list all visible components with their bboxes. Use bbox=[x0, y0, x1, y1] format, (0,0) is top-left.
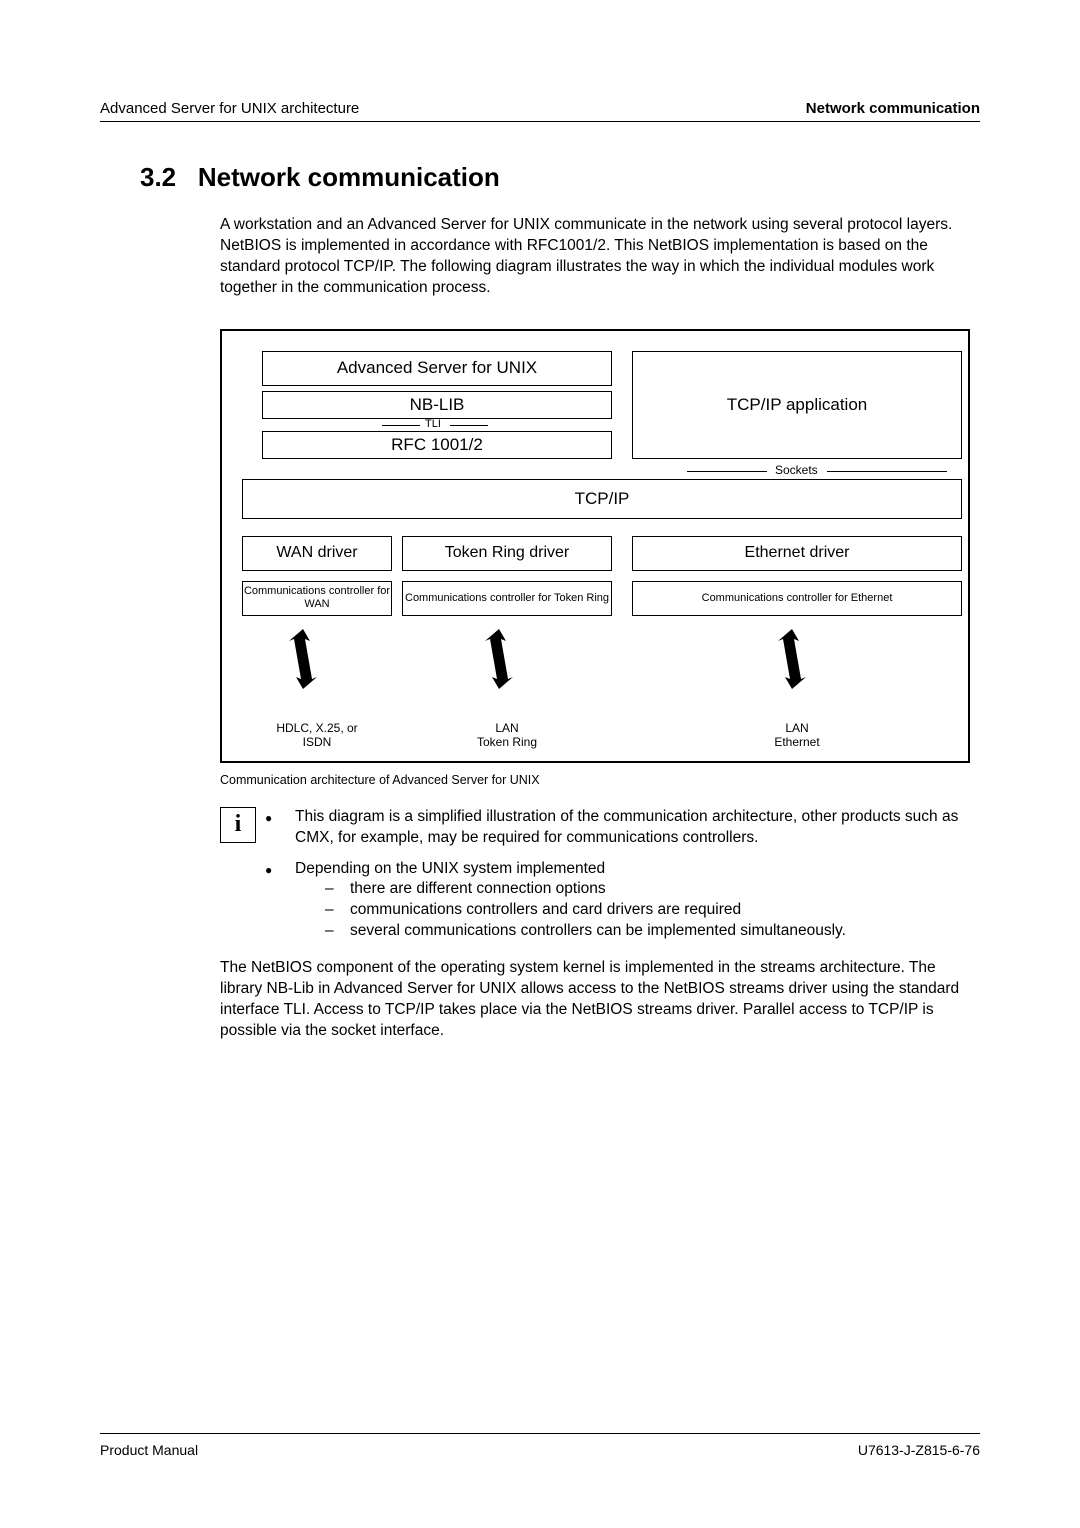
dash-item: several communications controllers can b… bbox=[295, 921, 970, 942]
tli-line-left bbox=[382, 425, 420, 426]
dash-item: there are different connection options bbox=[295, 879, 970, 900]
info-list: This diagram is a simplified illustratio… bbox=[265, 807, 970, 943]
sockets-line-left bbox=[687, 471, 767, 472]
box-comm-eth: Communications controller for Ethernet bbox=[632, 581, 962, 616]
page-footer: Product Manual U7613-J-Z815-6-76 bbox=[100, 1433, 980, 1458]
box-wan-driver: WAN driver bbox=[242, 536, 392, 571]
info-icon: i bbox=[220, 807, 256, 843]
closing-paragraph: The NetBIOS component of the operating s… bbox=[220, 958, 970, 1042]
box-comm-tr: Communications controller for Token Ring bbox=[402, 581, 612, 616]
box-ethernet-driver: Ethernet driver bbox=[632, 536, 962, 571]
footer-right: U7613-J-Z815-6-76 bbox=[858, 1442, 980, 1458]
box-tcpip: TCP/IP bbox=[242, 479, 962, 519]
label-hdlc: HDLC, X.25, or ISDN bbox=[242, 721, 392, 750]
sockets-line-right bbox=[827, 471, 947, 472]
section-heading: 3.2 Network communication bbox=[140, 162, 980, 193]
box-comm-wan: Communications controller for WAN bbox=[242, 581, 392, 616]
box-asu: Advanced Server for UNIX bbox=[262, 351, 612, 386]
sockets-label: Sockets bbox=[775, 463, 818, 477]
arrow-icon bbox=[777, 629, 807, 689]
page-header: Advanced Server for UNIX architecture Ne… bbox=[100, 100, 980, 122]
footer-left: Product Manual bbox=[100, 1442, 198, 1458]
box-tokenring-driver: Token Ring driver bbox=[402, 536, 612, 571]
box-rfc: RFC 1001/2 bbox=[262, 431, 612, 459]
box-tcpip-app: TCP/IP application bbox=[632, 351, 962, 459]
label-lan-tr: LAN Token Ring bbox=[402, 721, 612, 750]
section-number: 3.2 bbox=[140, 162, 176, 192]
section-title: Network communication bbox=[198, 162, 500, 192]
bullet-item: This diagram is a simplified illustratio… bbox=[265, 807, 970, 849]
box-nblib: NB-LIB bbox=[262, 391, 612, 419]
dash-item: communications controllers and card driv… bbox=[295, 900, 970, 921]
diagram-caption: Communication architecture of Advanced S… bbox=[220, 773, 980, 787]
header-left: Advanced Server for UNIX architecture bbox=[100, 100, 359, 117]
bullet-item: Depending on the UNIX system implemented… bbox=[265, 859, 970, 943]
tli-label: TLI bbox=[425, 418, 441, 430]
header-right: Network communication bbox=[806, 100, 980, 117]
arrow-icon bbox=[484, 629, 514, 689]
arrow-icon bbox=[288, 629, 318, 689]
intro-paragraph: A workstation and an Advanced Server for… bbox=[220, 215, 970, 299]
label-lan-eth: LAN Ethernet bbox=[632, 721, 962, 750]
architecture-diagram: Advanced Server for UNIX NB-LIB TLI RFC … bbox=[220, 329, 970, 763]
tli-line-right bbox=[450, 425, 488, 426]
